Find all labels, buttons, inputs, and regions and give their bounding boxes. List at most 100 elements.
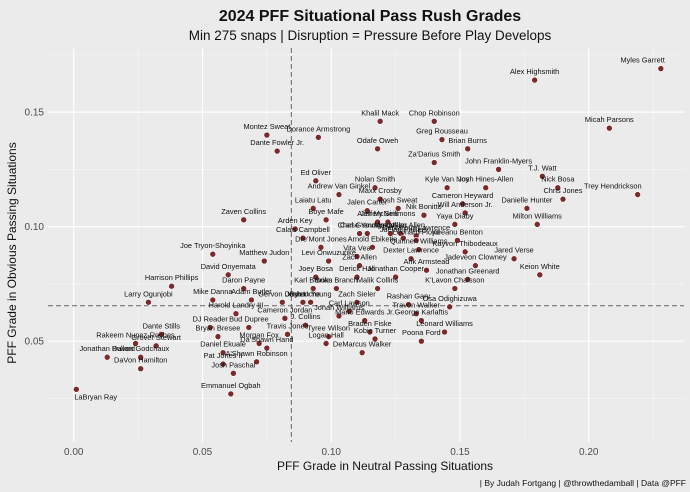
point-label: Jadeveon Clowney — [444, 253, 507, 262]
data-point — [634, 191, 641, 198]
data-point — [145, 298, 152, 306]
data-point — [240, 285, 247, 292]
point-label: Maxx Crosby — [359, 186, 402, 195]
point-label: Dante Stills — [143, 321, 181, 330]
point-label: LaBryan Ray — [74, 392, 117, 401]
point-label: David Onyemata — [201, 262, 257, 271]
point-label: George Karlaftis — [395, 308, 449, 317]
point-label: Chop Robinson — [409, 108, 460, 117]
point-label: Jonathan Cooper — [367, 264, 424, 273]
data-point — [472, 262, 479, 269]
data-point — [358, 349, 366, 356]
point-label: Larry Ogunjobi — [124, 289, 173, 298]
data-point — [157, 331, 165, 338]
data-point — [353, 253, 361, 260]
data-point — [371, 184, 379, 192]
point-label: Derick Hall — [339, 264, 375, 273]
point-label: Braden Fiske — [348, 319, 392, 328]
data-point — [333, 285, 340, 292]
data-point — [273, 147, 281, 155]
data-point — [376, 195, 384, 203]
data-point — [400, 234, 407, 242]
data-point — [103, 353, 111, 361]
data-point — [443, 184, 451, 192]
point-label: Andrew Van Ginkel — [308, 182, 371, 191]
point-label: Kayvon Thibodeaux — [433, 239, 498, 248]
point-label: Calais Campbell — [276, 225, 330, 234]
data-point — [374, 285, 381, 292]
data-point — [353, 273, 361, 281]
data-point — [523, 205, 531, 212]
data-point — [533, 221, 541, 228]
data-point — [464, 276, 472, 283]
point-label: Travon Walker — [392, 301, 440, 310]
point-label: Kobie Turner — [354, 326, 397, 335]
data-point — [219, 349, 227, 356]
data-point — [363, 230, 371, 237]
point-label: Leonard Williams — [416, 319, 473, 328]
data-point — [224, 271, 232, 279]
point-label: Vita Vea — [343, 243, 371, 252]
x-tick-label: 0.20 — [579, 447, 599, 458]
data-point — [363, 207, 371, 214]
data-point — [312, 177, 320, 185]
data-point — [325, 333, 332, 340]
point-label: Milton Williams — [513, 211, 563, 220]
data-point — [412, 237, 420, 244]
data-point — [309, 205, 317, 212]
point-label: Za'Darius Smith — [408, 150, 460, 159]
point-label: Jeffery Simmons — [360, 209, 415, 218]
chart-title: 2024 PFF Situational Pass Rush Grades — [219, 8, 521, 25]
data-point — [260, 257, 268, 265]
point-label: Jonathan Allen — [377, 221, 426, 230]
data-point — [412, 310, 420, 318]
data-point — [345, 308, 353, 315]
point-label: Osa Odighizuwa — [423, 294, 478, 303]
point-label: T.J. Watt — [528, 163, 556, 172]
point-label: Josh Uche — [285, 289, 320, 298]
point-label: Daniel Ekuale — [200, 340, 246, 349]
point-label: Bryan Bresee — [196, 324, 241, 333]
point-label: Jaelan Phillips — [380, 225, 428, 234]
data-point — [531, 76, 538, 84]
data-point — [281, 315, 289, 322]
data-point — [322, 216, 330, 224]
point-label: Will Anderson Jr. — [438, 200, 493, 209]
data-point — [464, 145, 472, 153]
data-point — [430, 159, 438, 166]
point-label: Cameron Jordan — [257, 305, 312, 314]
x-tick-label: 0.05 — [193, 447, 213, 458]
point-label: Matthew Judon — [239, 248, 289, 257]
data-point — [405, 301, 412, 308]
point-label: Dorance Armstrong — [287, 124, 351, 133]
x-axis-label: PFF Grade in Neutral Passing Situations — [277, 459, 493, 473]
point-label: Yaya Diaby — [436, 211, 474, 220]
data-point — [356, 230, 363, 237]
data-point — [461, 248, 469, 256]
point-label: Khalil Mack — [361, 108, 399, 117]
point-label: Logan Hall — [308, 331, 344, 340]
point-label: Davon Godchaux — [112, 344, 169, 353]
data-point — [559, 195, 567, 203]
point-label: Mario Edwards Jr. — [335, 308, 394, 317]
point-label: Nolan Smith — [355, 175, 395, 184]
point-label: Keion White — [520, 262, 560, 271]
data-point — [356, 262, 363, 269]
point-label: Josh Paschal — [211, 360, 255, 369]
data-point — [317, 243, 325, 251]
data-point — [168, 282, 175, 290]
point-label: Harold Landry III — [209, 301, 264, 310]
data-point — [219, 360, 227, 368]
data-point — [539, 172, 546, 180]
point-label: Emmanuel Ogbah — [201, 381, 261, 390]
point-label: Von Miller — [374, 221, 407, 230]
data-point — [325, 257, 332, 265]
point-label: Jonathan Greenard — [436, 266, 500, 275]
point-label: Jared Verse — [494, 246, 533, 255]
data-point — [451, 285, 459, 292]
data-point — [366, 328, 374, 336]
data-point — [284, 331, 291, 338]
data-point — [495, 166, 502, 173]
data-point — [371, 335, 379, 343]
point-label: Boye Mafe — [308, 207, 343, 216]
